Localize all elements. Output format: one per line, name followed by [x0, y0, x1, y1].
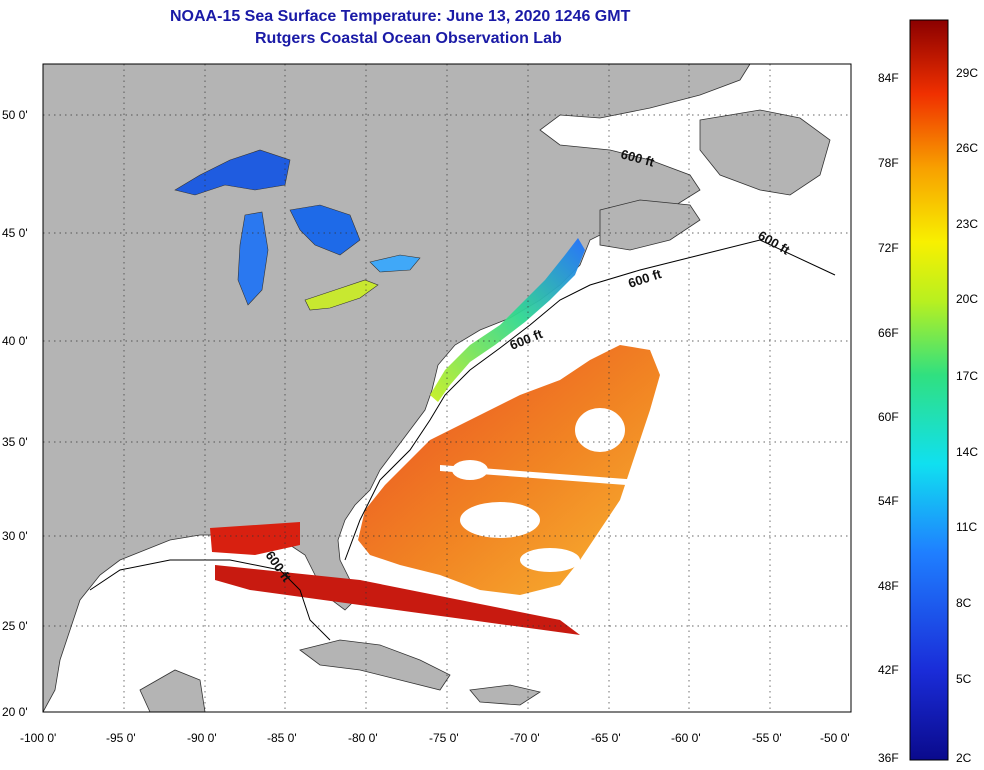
- lon-tick: -60 0': [671, 731, 701, 745]
- lon-tick: -95 0': [106, 731, 136, 745]
- great-lakes: [174, 149, 421, 311]
- land-masses: [42, 63, 831, 713]
- colorbar-f-label: 72F: [878, 241, 899, 255]
- colorbar-c-label: 11C: [956, 520, 977, 534]
- yucatan-land: [139, 669, 206, 713]
- north-america-land: [42, 63, 751, 713]
- colorbar-c-labels: 29C 26C 23C 20C 17C 14C 11C 8C 5C 2C: [956, 66, 978, 765]
- gridlines: [43, 64, 851, 712]
- lake-ontario: [369, 254, 421, 273]
- lon-tick: -85 0': [267, 731, 297, 745]
- lake-michigan: [237, 211, 269, 306]
- colorbar-f-label: 66F: [878, 326, 899, 340]
- map-frame: [42, 63, 852, 713]
- cuba-land: [299, 639, 451, 691]
- lat-tick: 50 0': [2, 108, 28, 122]
- lat-tick: 25 0': [2, 619, 28, 633]
- lat-axis: 50 0' 45 0' 40 0' 35 0' 30 0' 25 0' 20 0…: [2, 108, 28, 719]
- lake-superior: [174, 149, 291, 196]
- colorbar-c-label: 23C: [956, 217, 978, 231]
- 600ft-contour: [89, 239, 836, 641]
- colorbar-c-label: 26C: [956, 141, 978, 155]
- lon-tick: -80 0': [348, 731, 378, 745]
- lat-tick: 35 0': [2, 435, 28, 449]
- lon-tick: -65 0': [591, 731, 621, 745]
- colorbar-c-label: 29C: [956, 66, 978, 80]
- hispaniola-land: [469, 684, 542, 706]
- colorbar-c-label: 14C: [956, 445, 978, 459]
- colorbar-c-label: 8C: [956, 596, 972, 610]
- colorbar-f-label: 54F: [878, 494, 899, 508]
- lon-tick: -100 0': [20, 731, 56, 745]
- gulf-stripe-north: [210, 522, 300, 555]
- lat-tick: 40 0': [2, 334, 28, 348]
- nova-scotia-land: [599, 199, 701, 251]
- colorbar: [909, 19, 949, 761]
- colorbar-f-label: 84F: [878, 71, 899, 85]
- colorbar-f-label: 48F: [878, 579, 899, 593]
- colorbar-c-label: 17C: [956, 369, 978, 383]
- lon-axis: -100 0' -95 0' -90 0' -85 0' -80 0' -75 …: [20, 731, 850, 745]
- newfoundland-land: [699, 109, 831, 196]
- lon-tick: -75 0': [429, 731, 459, 745]
- colorbar-c-label: 2C: [956, 751, 972, 765]
- colorbar-f-labels: 84F 78F 72F 66F 60F 54F 48F 42F 36F: [878, 71, 899, 765]
- lon-tick: -50 0': [820, 731, 850, 745]
- cloud-gaps: [440, 408, 640, 572]
- lat-tick: 45 0': [2, 226, 28, 240]
- map-subtitle: Rutgers Coastal Ocean Observation Lab: [255, 30, 562, 47]
- colorbar-f-label: 42F: [878, 663, 899, 677]
- lat-tick: 30 0': [2, 529, 28, 543]
- lake-huron: [289, 204, 361, 256]
- lake-erie: [304, 279, 379, 311]
- colorbar-c-label: 20C: [956, 292, 978, 306]
- gulf-stripe-south: [215, 565, 580, 635]
- lat-tick: 20 0': [2, 705, 28, 719]
- colorbar-f-label: 36F: [878, 751, 899, 765]
- warm-water: [210, 345, 660, 635]
- colorbar-f-label: 78F: [878, 156, 899, 170]
- gulf-stream-patch: [358, 345, 660, 595]
- lon-tick: -70 0': [510, 731, 540, 745]
- map-title: NOAA-15 Sea Surface Temperature: June 13…: [170, 8, 631, 25]
- lon-tick: -55 0': [752, 731, 782, 745]
- colorbar-c-label: 5C: [956, 672, 972, 686]
- coastal-cool-water: [430, 238, 585, 402]
- colorbar-f-label: 60F: [878, 410, 899, 424]
- lon-tick: -90 0': [187, 731, 217, 745]
